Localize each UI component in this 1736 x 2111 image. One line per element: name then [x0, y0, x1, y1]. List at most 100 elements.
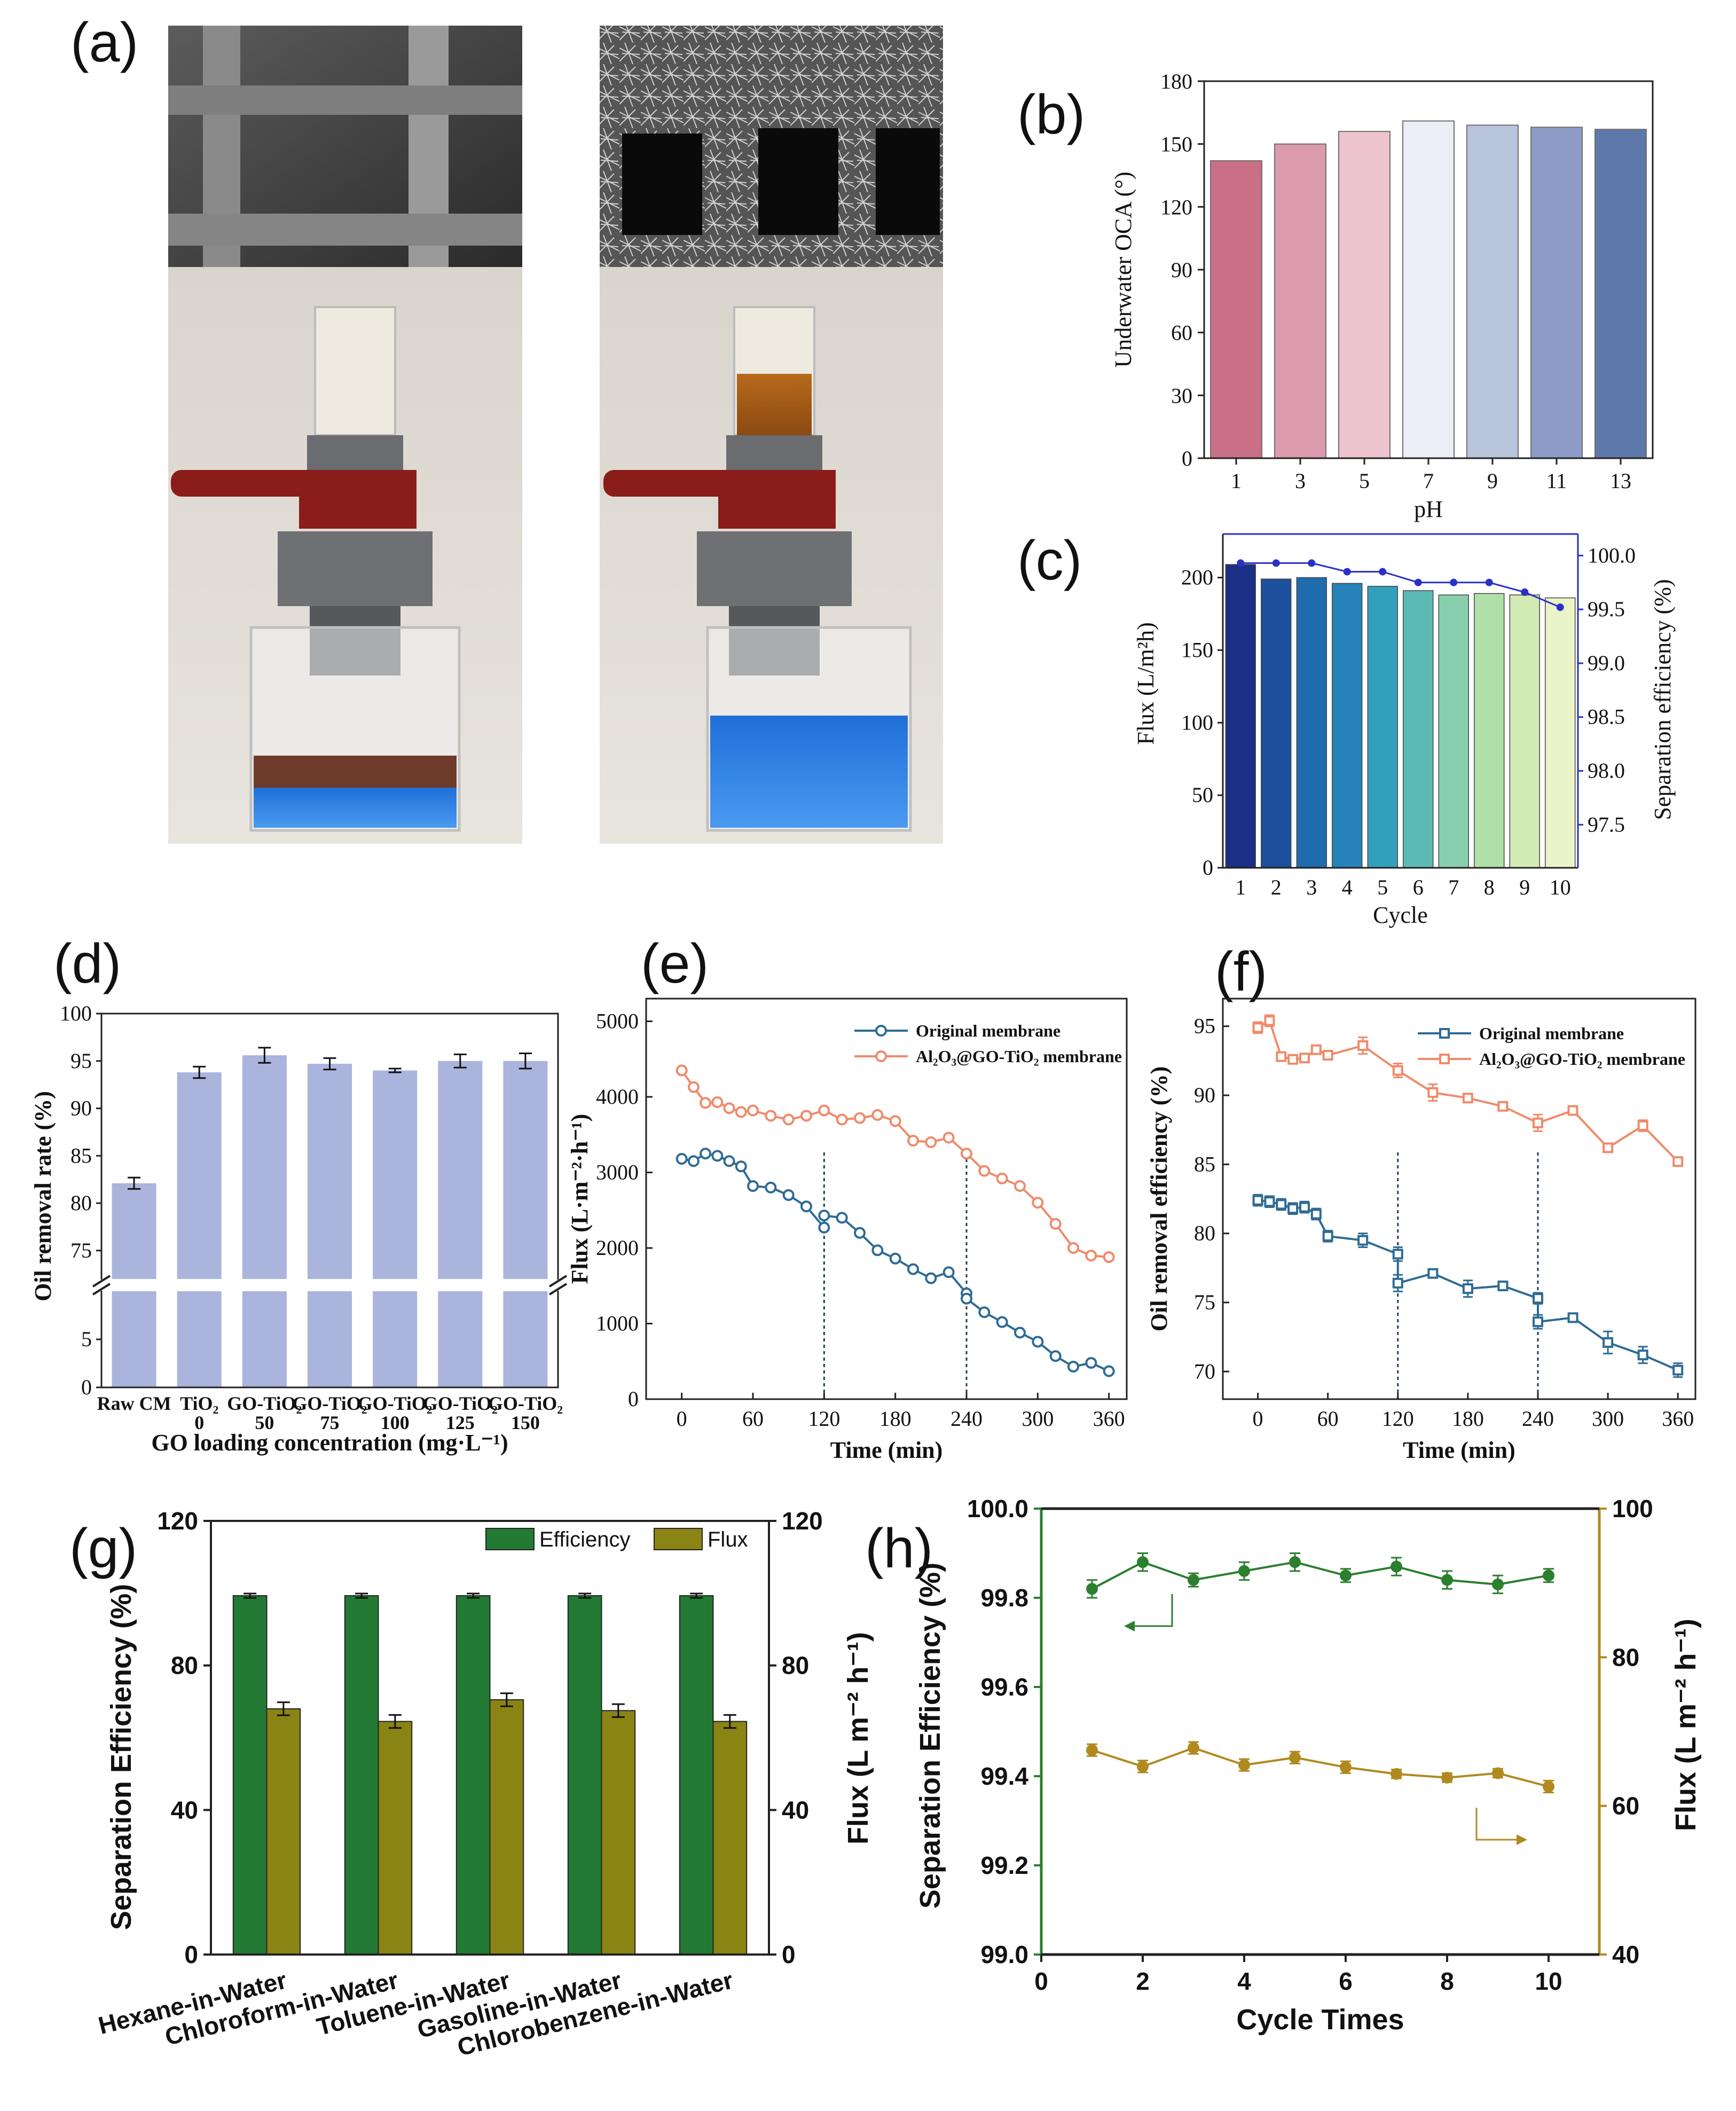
y-right-tick-label: 97.5: [1588, 812, 1625, 836]
bar-efficiency-1: [344, 1595, 379, 1956]
bar-cycle-10: [1545, 597, 1576, 868]
data-point-1: [1252, 1022, 1263, 1033]
x-tick-label: 7: [1448, 875, 1459, 899]
x-tick-label: 180: [1452, 1407, 1484, 1431]
y-tick-label: 120: [1160, 195, 1192, 219]
bar-cycle-4: [1332, 583, 1363, 868]
y-tick-label: 150: [1160, 132, 1192, 156]
data-point-1: [978, 1165, 991, 1177]
x-tick-label: 11: [1546, 469, 1567, 493]
legend-marker: [1439, 1054, 1450, 1064]
x-tick-label: 240: [1522, 1407, 1554, 1431]
data-point-1: [1086, 1744, 1098, 1756]
x-tick-label: 0: [1253, 1407, 1263, 1431]
bar-ph-9: [1466, 124, 1519, 459]
data-point-1: [723, 1102, 735, 1115]
oil-in-tube: [737, 374, 812, 435]
legend-swatch: [654, 1528, 703, 1550]
panel-label-c: (c): [1017, 530, 1082, 592]
y-tick-label: 0: [1203, 856, 1213, 880]
data-point-0: [978, 1306, 991, 1319]
x-tick-sublabel: 150: [511, 1412, 540, 1433]
y-axis-label: Flux (L/m²h): [1133, 622, 1159, 745]
y-axis-label: Flux (L·m⁻²·h⁻¹): [567, 1114, 593, 1284]
axis-break-gap: [91, 1280, 569, 1291]
photo-left: [168, 26, 522, 844]
y-tick-label: 1000: [596, 1311, 639, 1335]
y-right-axis-label: Separation efficiency (%): [1649, 579, 1676, 820]
bar-lower-3: [307, 1291, 352, 1387]
plot-frame: [210, 1520, 770, 1956]
bar-ph-1: [1210, 160, 1262, 459]
sem-wire: [168, 85, 522, 115]
y-tick-label: 100.0: [967, 1495, 1028, 1523]
panel-label-h: (h): [865, 1518, 933, 1580]
data-point-1: [1322, 1050, 1333, 1061]
chart-g-emulsions: Hexane-in-WaterChloroform-in-WaterToluen…: [96, 1507, 874, 2061]
data-point-1: [889, 1115, 901, 1127]
data-point-0: [889, 1252, 901, 1265]
x-tick-label: 10: [1550, 875, 1571, 899]
y-tick-label: 80: [1194, 1221, 1215, 1245]
data-point-1: [1049, 1218, 1062, 1230]
x-tick-label: 1: [1235, 875, 1246, 899]
y-axis-label: Oil removal efficiency (%): [1146, 1066, 1172, 1331]
x-tick-label: 6: [1339, 1967, 1353, 1995]
y-tick-label: 85: [70, 1143, 92, 1167]
x-axis-label: Time (min): [1403, 1437, 1515, 1463]
plot-frame: [1222, 998, 1696, 1400]
x-tick-label: 8: [1484, 875, 1495, 899]
bar-ph-11: [1530, 127, 1583, 459]
efficiency-point: [1485, 578, 1493, 586]
data-point-1: [1357, 1040, 1369, 1051]
data-point-1: [1603, 1142, 1614, 1153]
data-point-1: [1427, 1087, 1439, 1098]
data-point-1: [1637, 1120, 1648, 1131]
x-axis-label: Cycle: [1373, 902, 1428, 928]
y-tick-label: 50: [1192, 783, 1213, 807]
y-tick-label: 95: [1194, 1014, 1215, 1038]
bar-cycle-5: [1367, 586, 1398, 868]
efficiency-point: [1556, 603, 1564, 611]
bar-cycle-3: [1296, 577, 1327, 868]
bar-cycle-8: [1474, 593, 1505, 868]
data-point-1: [1238, 1759, 1250, 1771]
data-point-0: [1137, 1556, 1149, 1568]
legend-swatch: [485, 1528, 535, 1550]
bar-cycle-1: [1225, 564, 1256, 868]
x-tick-label: 3: [1306, 875, 1317, 899]
data-point-0: [1252, 1195, 1263, 1206]
bar-ph-3: [1274, 143, 1326, 459]
bar-efficiency-2: [455, 1595, 491, 1956]
legend-marker: [1439, 1028, 1450, 1039]
arrow-right-head: [1517, 1834, 1527, 1845]
data-point-0: [687, 1155, 700, 1167]
data-point-0: [747, 1180, 759, 1192]
y-tick-label: 0: [628, 1387, 639, 1411]
y-right-tick-label: 40: [1612, 1941, 1639, 1968]
y-right-tick-label: 80: [1612, 1643, 1639, 1671]
bar-ph-5: [1338, 131, 1391, 459]
y-tick-label: 99.8: [980, 1584, 1028, 1612]
x-tick-label: 10: [1535, 1967, 1562, 1995]
sem-pore: [622, 134, 702, 235]
bar-cycle-2: [1261, 578, 1292, 868]
y-tick-label: 99.6: [980, 1673, 1028, 1701]
data-point-0: [1543, 1569, 1554, 1582]
x-tick-label: 3: [1295, 469, 1306, 493]
bar-flux-4: [712, 1721, 748, 1956]
y-axis-label: Underwater OCA (°): [1110, 171, 1136, 367]
data-point-1: [942, 1132, 955, 1144]
x-tick-sublabel: 100: [381, 1412, 410, 1433]
y-right-tick-label: 0: [782, 1941, 796, 1968]
arrow-left-pointer: [1132, 1594, 1173, 1627]
data-point-1: [687, 1081, 700, 1093]
data-point-1: [907, 1135, 919, 1147]
data-point-1: [1032, 1197, 1044, 1209]
data-point-0: [675, 1153, 688, 1165]
y-tick-label: 99.0: [980, 1941, 1028, 1968]
y-tick-label: 5000: [596, 1009, 639, 1033]
data-point-0: [1567, 1312, 1578, 1323]
data-point-1: [1391, 1768, 1402, 1780]
data-point-0: [735, 1160, 747, 1173]
